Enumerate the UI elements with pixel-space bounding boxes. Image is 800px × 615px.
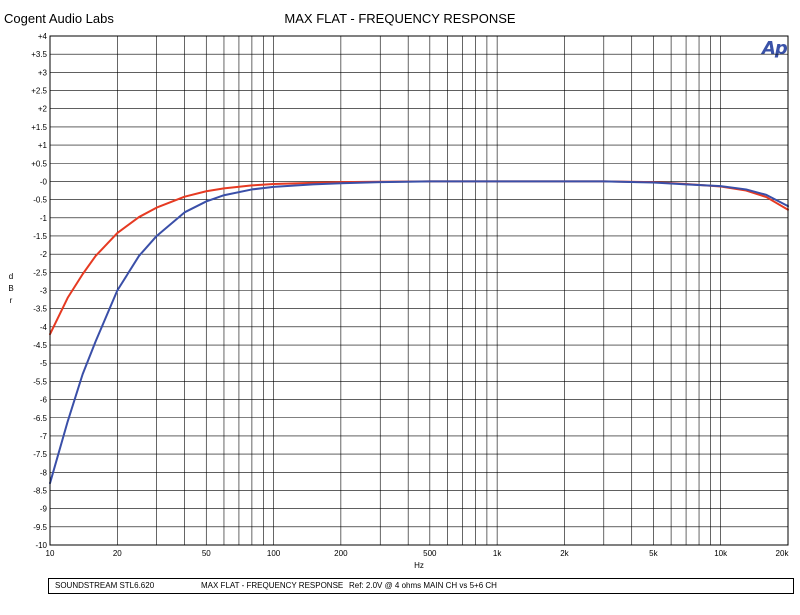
- grid-lines: [49, 35, 789, 546]
- x-tick-label: 50: [202, 549, 211, 558]
- y-tick-label: +0.5: [31, 159, 47, 168]
- y-tick-label: -1.5: [33, 232, 47, 241]
- y-tick-label: -2.5: [33, 268, 47, 277]
- y-tick-label: -8: [40, 468, 48, 477]
- y-tick-label: -4: [40, 323, 48, 332]
- y-tick-label: +1.5: [31, 123, 47, 132]
- y-tick-label: +2: [38, 105, 48, 114]
- y-tick-label: -3.5: [33, 305, 47, 314]
- x-tick-labels: 10 20 50 100 200 500 1k 2k 5k 10k 20k: [46, 549, 790, 558]
- x-axis-label: Hz: [414, 561, 424, 570]
- footer-title: MAX FLAT - FREQUENCY RESPONSE: [201, 581, 344, 590]
- x-tick-label: 2k: [560, 549, 569, 558]
- y-tick-labels: +4 +3.5 +3 +2.5 +2 +1.5 +1 +0.5 -0 -0.5 -1 -1.5 -2 -2…: [31, 32, 47, 550]
- y-tick-label: -4.5: [33, 341, 47, 350]
- ap-logo-icon: Ap: [762, 38, 788, 59]
- x-tick-label: 100: [267, 549, 281, 558]
- y-tick-label: -0: [40, 177, 48, 186]
- y-tick-label: +2.5: [31, 87, 47, 96]
- x-tick-label: 10: [46, 549, 55, 558]
- x-tick-label: 10k: [714, 549, 728, 558]
- company-name: Cogent Audio Labs: [4, 11, 114, 26]
- y-tick-label: -8.5: [33, 486, 47, 495]
- y-tick-label: -3: [40, 287, 48, 296]
- x-tick-label: 200: [334, 549, 348, 558]
- y-tick-label: -0.5: [33, 196, 47, 205]
- series-line-2: [49, 180, 789, 485]
- y-tick-label: -9.5: [33, 523, 47, 532]
- y-tick-label: -5.5: [33, 377, 47, 386]
- y-tick-label: +3.5: [31, 50, 47, 59]
- y-tick-label: -6.5: [33, 414, 47, 423]
- x-tick-label: 20k: [776, 549, 790, 558]
- x-tick-label: 5k: [649, 549, 658, 558]
- y-tick-label: -9: [40, 505, 48, 514]
- footer-product: SOUNDSTREAM STL6.620: [55, 581, 155, 590]
- x-tick-label: 20: [113, 549, 122, 558]
- y-tick-label: -5: [40, 359, 48, 368]
- y-tick-label: -1: [40, 214, 48, 223]
- curves: [49, 180, 789, 485]
- y-tick-label: -10: [35, 541, 47, 550]
- y-tick-label: +4: [38, 32, 48, 41]
- x-tick-label: 1k: [493, 549, 502, 558]
- y-tick-label: -7: [40, 432, 48, 441]
- y-tick-label: -7.5: [33, 450, 47, 459]
- series-line-1: [49, 180, 789, 336]
- y-tick-label: -6: [40, 396, 48, 405]
- y-tick-label: -2: [40, 250, 48, 259]
- y-tick-label: +3: [38, 68, 48, 77]
- footer-ref: Ref: 2.0V @ 4 ohms MAIN CH vs 5+6 CH: [349, 581, 497, 590]
- footer-info-bar: SOUNDSTREAM STL6.620 MAX FLAT - FREQUENC…: [48, 578, 794, 594]
- x-tick-label: 500: [423, 549, 437, 558]
- chart-title: MAX FLAT - FREQUENCY RESPONSE: [284, 11, 516, 26]
- y-tick-label: +1: [38, 141, 48, 150]
- plot-frame: [49, 35, 789, 546]
